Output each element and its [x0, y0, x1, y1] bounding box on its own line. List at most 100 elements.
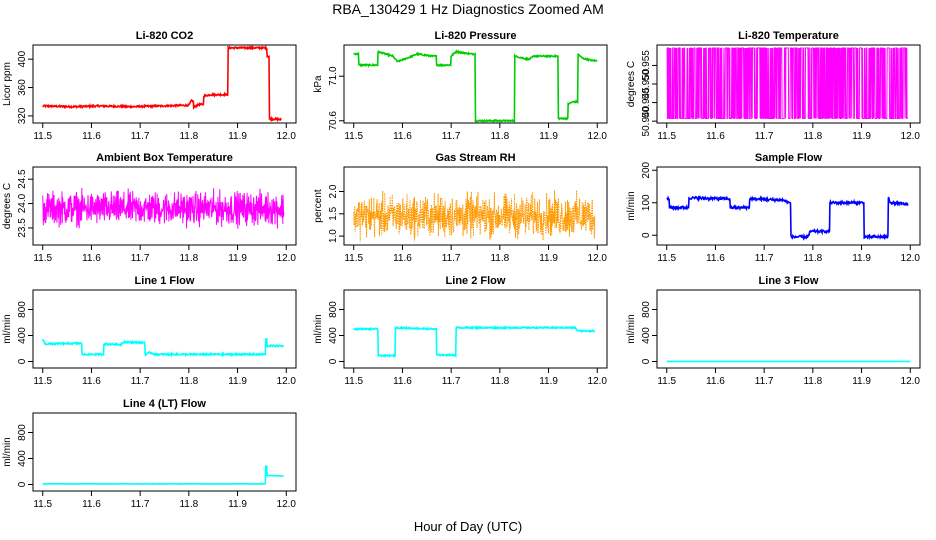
series-line — [42, 465, 284, 485]
series-line — [42, 45, 282, 123]
y-tick-label: 24.5 — [17, 169, 28, 189]
x-tick-label: 11.6 — [706, 253, 725, 264]
x-tick-label: 11.5 — [33, 376, 52, 387]
y-tick-label: 0 — [328, 358, 339, 364]
x-tick-label: 11.5 — [33, 131, 52, 142]
y-tick-label: 400 — [17, 327, 28, 344]
y-axis-label: kPa — [313, 75, 324, 93]
x-tick-label: 12.0 — [588, 131, 608, 142]
series-line — [42, 187, 285, 229]
x-tick-label: 11.5 — [33, 499, 52, 510]
y-tick-label: 400 — [328, 327, 339, 344]
x-tick-label: 12.0 — [588, 253, 608, 264]
x-tick-label: 12.0 — [901, 376, 921, 387]
y-tick-label: 0 — [17, 358, 28, 364]
panel-li-820-co2: Li-820 CO2 11.5 11.6 11.7 11.8 11.9 12.0 320 360… — [2, 30, 297, 142]
x-tick-label: 12.0 — [901, 131, 921, 142]
figure-title: RBA_130429 1 Hz Diagnostics Zoomed AM — [332, 1, 604, 17]
panel-line-1-flow: Line 1 Flow 11.5 11.6 11.7 11.8 11.9 12.0 0 400 8… — [2, 275, 297, 387]
panel-title: Ambient Box Temperature — [96, 152, 233, 164]
panel-gas-stream-rh: Gas Stream RH 11.5 11.6 11.7 11.8 11.9 12.0 1.0… — [313, 152, 608, 264]
panel-title: Line 4 (LT) Flow — [123, 398, 206, 410]
x-tick-label: 11.7 — [755, 131, 774, 142]
y-axis-label: degrees C — [2, 183, 13, 229]
x-tick-label: 11.6 — [393, 253, 412, 264]
x-tick-label: 12.0 — [277, 376, 297, 387]
series-line — [41, 337, 284, 358]
x-tick-label: 11.9 — [539, 376, 558, 387]
x-tick-label: 11.7 — [442, 376, 461, 387]
plot-frame — [32, 44, 297, 124]
plot-frame — [656, 166, 921, 246]
x-tick-label: 11.7 — [755, 253, 774, 264]
x-tick-label: 11.8 — [490, 131, 509, 142]
y-axis-label: ml/min — [626, 314, 637, 343]
y-tick-label: 400 — [641, 327, 652, 344]
panel-title: Li-820 CO2 — [136, 30, 193, 42]
x-tick-label: 11.8 — [179, 499, 198, 510]
y-tick-label: 400 — [17, 50, 28, 67]
x-tick-label: 11.6 — [82, 499, 101, 510]
x-tick-label: 11.5 — [657, 253, 676, 264]
plot-frame — [343, 289, 608, 369]
panel-grid: Li-820 CO2 11.5 11.6 11.7 11.8 11.9 12.0 320 360… — [2, 30, 921, 510]
y-tick-label: 400 — [17, 450, 28, 467]
x-tick-label: 11.9 — [539, 253, 558, 264]
series-line — [353, 325, 596, 359]
common-x-axis-label: Hour of Day (UTC) — [414, 519, 522, 534]
y-tick-label: 800 — [17, 424, 28, 441]
plot-frame — [32, 166, 297, 246]
x-tick-label: 11.9 — [852, 131, 871, 142]
y-tick-label: 23.5 — [17, 218, 28, 238]
y-tick-label: 1.0 — [328, 229, 339, 243]
y-tick-label: 50.955 — [641, 50, 652, 81]
x-tick-label: 11.7 — [131, 131, 150, 142]
panel-title: Li-820 Temperature — [738, 30, 839, 42]
y-tick-label: 800 — [328, 301, 339, 318]
x-tick-label: 11.6 — [706, 131, 725, 142]
plot-frame — [343, 44, 608, 124]
y-axis-label: Licor ppm — [2, 62, 13, 106]
plot-frame — [343, 166, 608, 246]
y-tick-label: 70.6 — [328, 111, 339, 131]
x-tick-label: 11.9 — [852, 376, 871, 387]
x-tick-label: 11.9 — [228, 131, 247, 142]
x-tick-label: 11.7 — [442, 253, 461, 264]
x-tick-label: 11.5 — [344, 376, 363, 387]
x-tick-label: 11.5 — [33, 253, 52, 264]
x-tick-label: 11.7 — [442, 131, 461, 142]
y-tick-label: 50.950 — [641, 68, 652, 99]
x-tick-label: 12.0 — [901, 253, 921, 264]
x-tick-label: 11.8 — [803, 253, 822, 264]
y-tick-label: 0 — [17, 481, 28, 487]
panel-title: Line 3 Flow — [759, 275, 819, 287]
x-tick-label: 12.0 — [277, 131, 297, 142]
y-tick-label: 0 — [641, 232, 652, 238]
panel-title: Gas Stream RH — [435, 152, 515, 164]
x-tick-label: 11.5 — [344, 131, 363, 142]
x-tick-label: 11.7 — [755, 376, 774, 387]
y-tick-label: 50.945 — [641, 87, 652, 118]
y-tick-label: 2.0 — [328, 184, 339, 198]
x-tick-label: 11.8 — [490, 253, 509, 264]
x-tick-label: 11.9 — [228, 376, 247, 387]
plot-frame — [32, 289, 297, 369]
panel-ambient-box-temperature: Ambient Box Temperature 11.5 11.6 11.7 11.8 1… — [2, 152, 297, 264]
panel-line-3-flow: Line 3 Flow 11.5 11.6 11.7 11.8 11.9 12.0 0 400 8… — [626, 275, 921, 387]
y-axis-label: ml/min — [2, 437, 13, 466]
y-tick-label: 800 — [17, 301, 28, 318]
x-tick-label: 11.8 — [490, 376, 509, 387]
x-tick-label: 11.9 — [228, 499, 247, 510]
panel-li-820-pressure: Li-820 Pressure 11.5 11.6 11.7 11.8 11.9 12.0 7… — [313, 30, 608, 142]
panel-line-4-lt-flow: Line 4 (LT) Flow 11.5 11.6 11.7 11.8 11.9 12.0… — [2, 398, 297, 510]
x-tick-label: 11.5 — [657, 131, 676, 142]
plot-frame — [32, 412, 297, 492]
x-tick-label: 11.7 — [131, 253, 150, 264]
series-line — [353, 48, 598, 123]
y-tick-label: 320 — [17, 107, 28, 124]
y-tick-label: 24.0 — [17, 193, 28, 213]
x-tick-label: 12.0 — [588, 376, 608, 387]
x-tick-label: 11.6 — [82, 253, 101, 264]
y-tick-label: 71.0 — [328, 66, 339, 86]
y-tick-label: 200 — [641, 161, 652, 178]
